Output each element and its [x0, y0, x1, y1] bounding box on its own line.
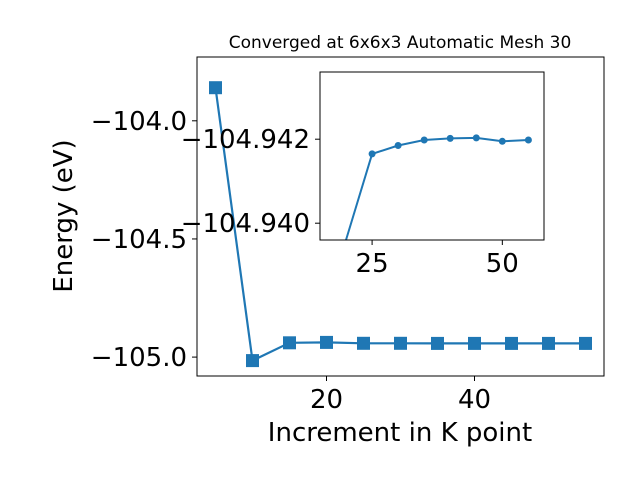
inset-data-point	[368, 150, 376, 158]
main-data-point	[579, 336, 592, 350]
main-data-point	[394, 336, 407, 350]
inset-x-tick-label: 50	[486, 249, 519, 279]
main-y-tick-label: −104.0	[91, 107, 187, 137]
inset-series	[345, 134, 532, 241]
inset-plot-area	[319, 71, 545, 241]
main-plot: Converged at 6x6x3 Automatic Mesh 30 20 4…	[49, 33, 605, 448]
main-series	[209, 81, 592, 368]
inset-data-point	[394, 142, 402, 149]
main-x-tick-label: 40	[458, 385, 491, 415]
main-data-point	[468, 336, 481, 350]
inset-data-point	[446, 134, 454, 142]
main-data-point	[431, 336, 444, 350]
inset-data-point	[498, 137, 506, 145]
main-x-tick-label: 20	[310, 385, 343, 415]
inset-data-point	[472, 134, 480, 142]
y-axis-label: Energy (eV)	[49, 139, 79, 292]
inset-series-line	[345, 136, 529, 241]
inset-x-tick-label: 25	[356, 249, 389, 279]
main-y-tick-label: −104.5	[91, 225, 187, 255]
main-data-point	[246, 354, 259, 368]
x-axis-label: Increment in K point	[268, 418, 532, 448]
main-y-ticks: −104.0 −104.5 −105.0	[91, 107, 197, 373]
main-data-point	[542, 336, 555, 350]
main-data-point	[283, 336, 296, 350]
main-data-point	[209, 81, 222, 95]
main-x-ticks: 20 40	[310, 376, 491, 415]
inset-data-point	[420, 136, 428, 144]
main-data-point	[357, 336, 370, 350]
inset-y-tick-label: −104.942	[181, 125, 310, 155]
inset-y-tick-label: −104.940	[181, 209, 310, 239]
main-y-tick-label: −105.0	[91, 343, 187, 373]
inset-plot-background	[320, 72, 544, 240]
main-data-point	[320, 335, 333, 349]
main-plot-area	[196, 56, 605, 377]
chart-title: Converged at 6x6x3 Automatic Mesh 30	[229, 33, 572, 53]
inset-data-point	[524, 136, 532, 144]
inset-plot: 25 50 −104.942 −104.940	[181, 71, 545, 279]
main-data-point	[505, 336, 518, 350]
inset-x-ticks: 25 50	[356, 240, 519, 279]
inset-y-ticks: −104.942 −104.940	[181, 125, 320, 239]
